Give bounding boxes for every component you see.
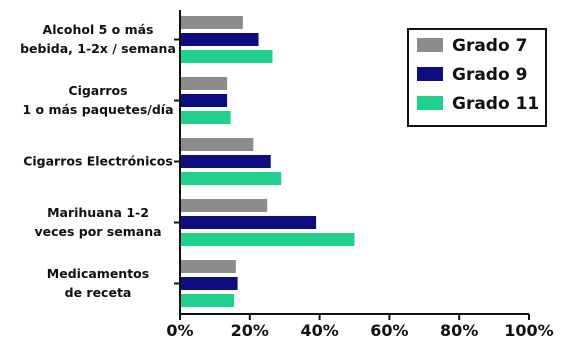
legend: Grado 7 Grado 9 Grado 11 xyxy=(407,28,547,127)
legend-swatch-grado-7 xyxy=(417,38,443,52)
bar-5-grado-11 xyxy=(180,294,235,307)
bar-4-grado-7 xyxy=(180,199,268,212)
x-tick-label: 20% xyxy=(231,321,269,340)
bar-5-grado-7 xyxy=(180,260,236,273)
axes-group xyxy=(174,10,530,320)
category-label: Cigarros xyxy=(68,83,127,98)
bar-4-grado-9 xyxy=(180,216,317,229)
bar-3-grado-7 xyxy=(180,138,254,151)
category-label: de receta xyxy=(65,285,132,300)
legend-label: Grado 11 xyxy=(452,94,539,114)
bar-3-grado-9 xyxy=(180,155,271,168)
bar-1-grado-11 xyxy=(180,50,273,63)
bar-3-grado-11 xyxy=(180,172,282,185)
bar-5-grado-9 xyxy=(180,277,238,290)
legend-label: Grado 7 xyxy=(452,36,527,56)
bar-1-grado-9 xyxy=(180,33,259,46)
x-tick-label: 100% xyxy=(504,321,553,340)
category-label: veces por semana xyxy=(34,224,161,239)
category-label: Cigarros Electrónicos xyxy=(23,154,173,169)
bar-2-grado-11 xyxy=(180,111,231,124)
bar-4-grado-11 xyxy=(180,233,355,246)
legend-label: Grado 9 xyxy=(452,65,527,85)
legend-swatch-grado-11 xyxy=(417,96,443,110)
x-tick-label: 40% xyxy=(300,321,338,340)
category-label: 1 o más paquetes/día xyxy=(22,102,173,117)
category-label: Medicamentos xyxy=(47,266,149,281)
bars-group xyxy=(180,16,355,307)
x-tick-labels-group: 0% 20% 40% 60% 80% 100% xyxy=(166,321,553,340)
category-label: Alcohol 5 o más xyxy=(43,22,154,37)
category-label: bebida, 1-2x / semana xyxy=(20,41,176,56)
x-tick-label: 60% xyxy=(370,321,408,340)
category-labels-group: Alcohol 5 o más bebida, 1-2x / semana Ciga… xyxy=(20,22,176,300)
x-tick-label: 80% xyxy=(440,321,478,340)
x-tick-label: 0% xyxy=(166,321,193,340)
category-label: Marihuana 1-2 xyxy=(47,205,149,220)
legend-swatch-grado-9 xyxy=(417,67,443,81)
bar-2-grado-9 xyxy=(180,94,228,107)
bar-1-grado-7 xyxy=(180,16,243,29)
bar-2-grado-7 xyxy=(180,77,228,90)
